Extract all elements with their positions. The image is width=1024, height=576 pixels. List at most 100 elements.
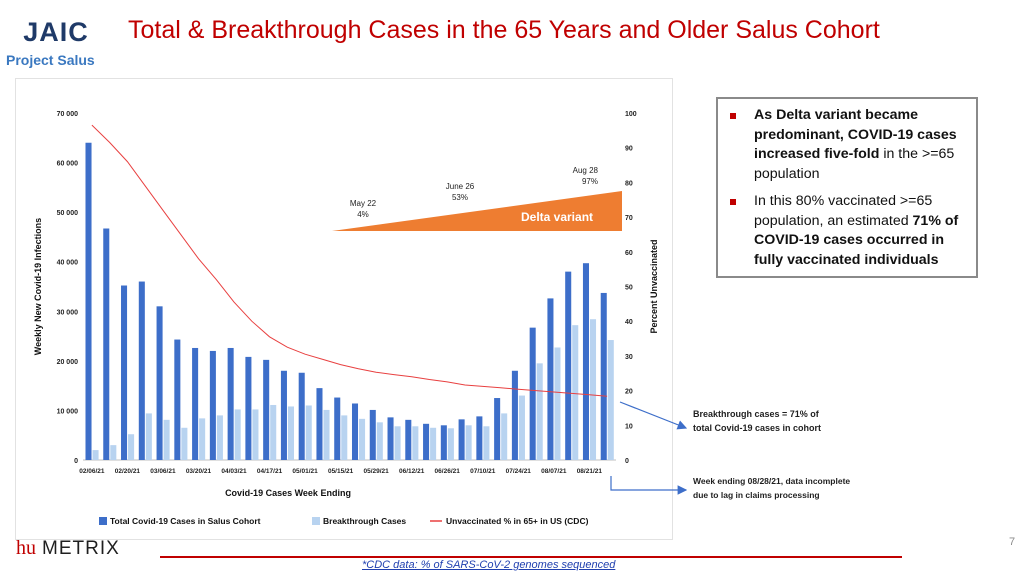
bar-total bbox=[103, 228, 110, 460]
bar-total bbox=[600, 292, 607, 460]
callout-1-text: in the >=65 population bbox=[754, 146, 955, 182]
callout-2-text: In this 80% vaccinated >=65 population, … bbox=[754, 193, 933, 229]
y2-tick-label: 30 bbox=[625, 354, 633, 361]
delta-pct-label: 53% bbox=[452, 193, 468, 202]
y-tick-label: 50 000 bbox=[57, 210, 79, 217]
bar-total bbox=[316, 388, 323, 460]
bar-total bbox=[387, 417, 394, 460]
x-tick-label: 02/06/21 bbox=[79, 468, 105, 475]
y2-tick-label: 90 bbox=[625, 146, 633, 153]
humetrix-metrix: METRIX bbox=[42, 538, 120, 559]
bar-total bbox=[351, 403, 359, 460]
bar-total bbox=[85, 142, 92, 460]
cdc-footnote-link[interactable]: *CDC data: % of SARS-CoV-2 genomes seque… bbox=[362, 559, 616, 571]
bar-total bbox=[209, 350, 216, 460]
bar-total bbox=[582, 263, 589, 460]
bar-breakthrough bbox=[607, 340, 614, 460]
x-tick-label: 05/29/21 bbox=[363, 468, 389, 475]
x-axis-title: Covid-19 Cases Week Ending bbox=[225, 488, 351, 498]
y-tick-label: 0 bbox=[74, 458, 78, 465]
y2-tick-label: 40 bbox=[625, 319, 633, 326]
y2-tick-label: 20 bbox=[625, 389, 633, 396]
bar-total bbox=[547, 298, 554, 460]
bar-breakthrough bbox=[323, 409, 330, 460]
y2-tick-label: 50 bbox=[625, 285, 633, 292]
bar-total bbox=[511, 370, 518, 460]
bullet-square-icon bbox=[730, 199, 736, 205]
callout-item-1: As Delta variant became predominant, COV… bbox=[726, 106, 968, 184]
bar-total bbox=[138, 281, 145, 460]
bar-total bbox=[121, 285, 128, 460]
bar-total bbox=[494, 398, 501, 460]
y2-tick-label: 0 bbox=[625, 458, 629, 465]
bar-total bbox=[263, 359, 270, 460]
y2-tick-label: 100 bbox=[625, 111, 637, 118]
bar-total bbox=[405, 419, 412, 460]
bar-total bbox=[369, 409, 376, 460]
bar-breakthrough bbox=[536, 363, 543, 460]
bar-breakthrough bbox=[305, 405, 312, 460]
y2-tick-label: 10 bbox=[625, 423, 633, 430]
delta-date-label: Aug 28 bbox=[573, 166, 599, 175]
bar-breakthrough bbox=[394, 426, 401, 460]
week-ending-note: Week ending 08/28/21, data incomplete du… bbox=[693, 476, 851, 500]
delta-pct-label: 4% bbox=[357, 210, 369, 219]
bar-total bbox=[476, 416, 483, 460]
delta-pct-label: 97% bbox=[582, 177, 598, 186]
callout-box: As Delta variant became predominant, COV… bbox=[716, 97, 978, 278]
bar-breakthrough bbox=[518, 395, 525, 460]
x-tick-label: 08/21/21 bbox=[577, 468, 603, 475]
bar-total bbox=[245, 356, 252, 460]
bar-breakthrough bbox=[216, 415, 223, 460]
y-tick-label: 30 000 bbox=[57, 309, 79, 316]
bar-total bbox=[529, 327, 536, 460]
delta-date-label: June 26 bbox=[446, 182, 475, 191]
bar-breakthrough bbox=[128, 434, 135, 460]
bar-breakthrough bbox=[501, 413, 508, 460]
breakthrough-arrow bbox=[619, 401, 688, 430]
cases-chart: 0 10 000 20 000 30 000 40 000 50 000 60 000 70 … bbox=[33, 111, 659, 526]
bar-total bbox=[192, 347, 199, 460]
bar-breakthrough bbox=[572, 325, 579, 460]
bar-breakthrough bbox=[199, 418, 206, 460]
bar-breakthrough bbox=[145, 413, 152, 460]
delta-date-label: May 22 bbox=[350, 199, 377, 208]
humetrix-hu: hu bbox=[16, 537, 36, 559]
unvaccinated-line bbox=[91, 124, 608, 397]
legend-label-total: Total Covid-19 Cases in Salus Cohort bbox=[110, 516, 261, 526]
bar-total bbox=[423, 423, 430, 460]
bar-total bbox=[458, 419, 465, 460]
bar-breakthrough bbox=[465, 425, 472, 460]
bar-total bbox=[565, 271, 572, 460]
y-tick-label: 70 000 bbox=[57, 111, 79, 118]
x-tick-label: 04/03/21 bbox=[221, 468, 247, 475]
x-tick-label: 05/15/21 bbox=[328, 468, 354, 475]
legend-swatch-total bbox=[99, 517, 107, 525]
jaic-logo: JAIC bbox=[23, 17, 89, 47]
x-tick-label: 04/17/21 bbox=[257, 468, 283, 475]
y-axis-title: Weekly New Covid-19 Infections bbox=[33, 218, 43, 355]
delta-variant-label: Delta variant bbox=[521, 210, 593, 224]
bar-total bbox=[227, 347, 234, 460]
bar-breakthrough bbox=[554, 347, 561, 460]
callout-1-bold: As Delta variant became predominant, COV… bbox=[754, 107, 957, 162]
y2-tick-label: 70 bbox=[625, 215, 633, 222]
y-tick-label: 10 000 bbox=[57, 408, 79, 415]
jaic-logo-text: JAIC bbox=[23, 17, 89, 47]
y-tick-label: 60 000 bbox=[57, 161, 79, 168]
x-tick-label: 08/07/21 bbox=[541, 468, 567, 475]
callout-item-2: In this 80% vaccinated >=65 population, … bbox=[726, 192, 968, 270]
page-number: 7 bbox=[1009, 536, 1016, 548]
bar-breakthrough bbox=[92, 450, 99, 460]
chart-frame: 0 10 000 20 000 30 000 40 000 50 000 60 000 70 … bbox=[15, 78, 673, 540]
bar-total bbox=[334, 397, 341, 460]
bar-total bbox=[156, 306, 163, 460]
bar-breakthrough bbox=[341, 415, 348, 460]
bar-total bbox=[174, 339, 181, 460]
slide-title: Total & Breakthrough Cases in the 65 Yea… bbox=[128, 16, 880, 44]
bar-breakthrough bbox=[359, 418, 366, 460]
x-tick-label: 07/10/21 bbox=[470, 468, 496, 475]
x-tick-label: 05/01/21 bbox=[292, 468, 318, 475]
bar-breakthrough bbox=[483, 426, 490, 460]
